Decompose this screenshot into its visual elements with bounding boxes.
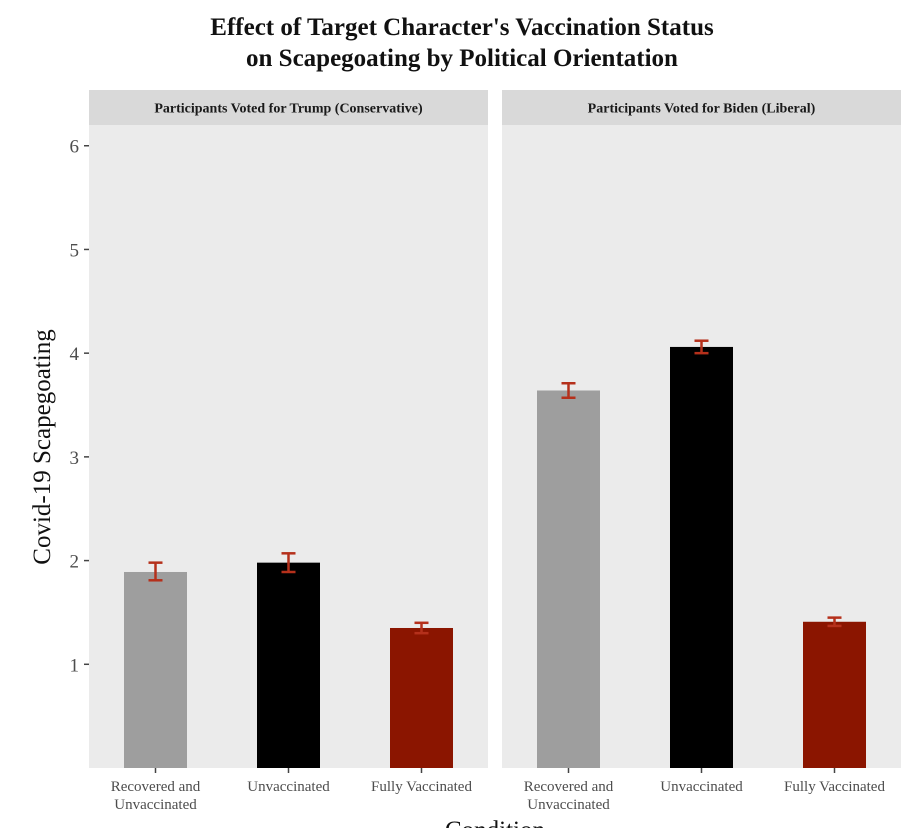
y-tick-label: 1	[70, 655, 80, 676]
x-tick-label-line: Unvaccinated	[247, 779, 330, 795]
x-tick-label-line: Unvaccinated	[114, 797, 197, 813]
x-tick-label: Recovered and Unvaccinated	[111, 779, 201, 813]
x-tick-label-line: Unvaccinated	[527, 797, 610, 813]
facet-strip	[89, 90, 488, 125]
x-tick-label: Recovered and Unvaccinated	[524, 779, 614, 813]
bar	[670, 346, 733, 768]
y-tick-label: 2	[70, 552, 80, 573]
x-tick-label-line: Unvaccinated	[660, 779, 743, 795]
bar	[257, 562, 320, 768]
x-tick-label-line: Fully Vaccinated	[371, 779, 472, 795]
y-axis-title: Covid-19 Scapegoating	[29, 329, 56, 565]
facet-strip	[502, 90, 901, 125]
x-tick-label-line: Recovered and	[524, 779, 614, 795]
facet-strip-label: Participants Voted for Trump (Conservati…	[154, 102, 423, 117]
bar	[390, 627, 453, 768]
x-tick-label: Fully Vaccinated	[371, 779, 472, 795]
x-tick-label: Unvaccinated	[660, 779, 743, 795]
y-tick-label: 5	[70, 240, 80, 261]
y-tick-label: 3	[70, 448, 80, 469]
chart-title-line-1: Effect of Target Character's Vaccination…	[210, 14, 714, 41]
x-axis-title: Condition	[445, 817, 546, 828]
bar	[124, 571, 187, 768]
y-tick-label: 6	[70, 137, 80, 158]
y-tick-label: 4	[70, 344, 80, 365]
x-tick-label-line: Recovered and	[111, 779, 201, 795]
x-tick-label-line: Fully Vaccinated	[784, 779, 885, 795]
x-tick-label: Unvaccinated	[247, 779, 330, 795]
bar	[537, 390, 600, 768]
x-tick-label: Fully Vaccinated	[784, 779, 885, 795]
chart-title-line-2: on Scapegoating by Political Orientation	[246, 45, 678, 72]
facet-strip-label: Participants Voted for Biden (Liberal)	[588, 102, 816, 117]
bar	[803, 621, 866, 768]
